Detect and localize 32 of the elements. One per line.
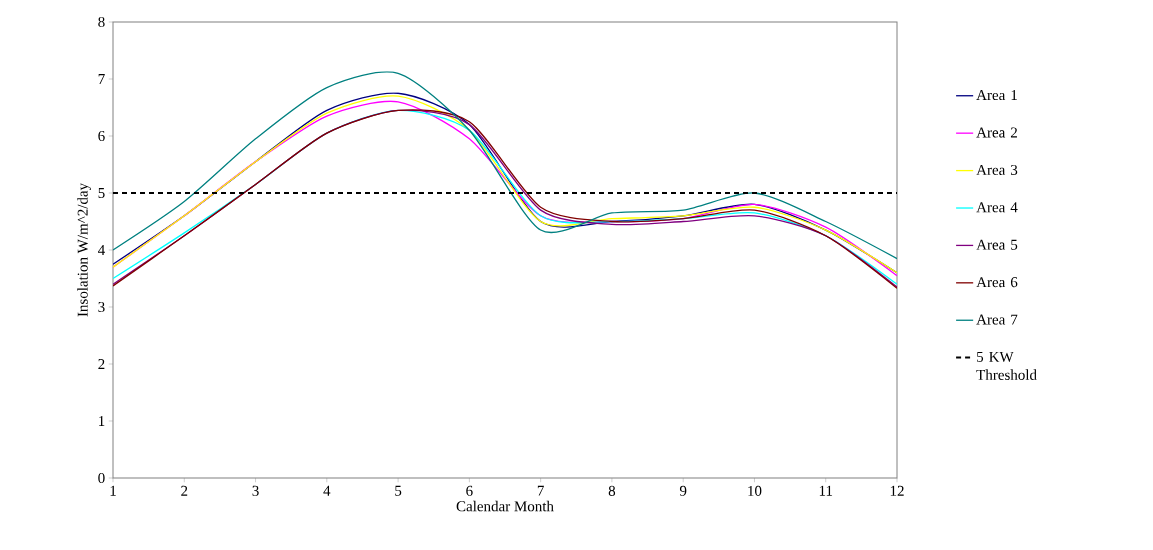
legend-label: Area 4 xyxy=(976,202,1018,213)
legend-label: Area 5 xyxy=(976,239,1018,250)
x-tick-label: 2 xyxy=(181,485,188,496)
line-series xyxy=(113,71,898,260)
x-axis-title: Calendar Month xyxy=(456,500,554,512)
x-tick-label: 10 xyxy=(748,485,762,496)
x-tick-label: 3 xyxy=(252,485,259,496)
x-tick-label: 1 xyxy=(110,485,116,496)
y-tick-label: 1 xyxy=(99,416,105,426)
x-tick-label: 12 xyxy=(890,485,904,496)
legend-label: Area 7 xyxy=(976,314,1018,325)
legend-label: Area 1 xyxy=(976,90,1017,101)
x-tick-label: 6 xyxy=(466,485,473,496)
y-tick-label: 0 xyxy=(98,472,105,484)
legend-label: Area 2 xyxy=(976,127,1017,138)
y-tick-label: 8 xyxy=(98,16,105,28)
y-tick-label: 5 xyxy=(98,188,105,198)
y-tick-label: 3 xyxy=(98,301,105,313)
x-tick-label: 8 xyxy=(608,485,616,496)
y-tick-label: 7 xyxy=(98,74,105,84)
x-tick-label: 7 xyxy=(537,485,544,496)
y-tick-label: 2 xyxy=(98,359,105,369)
legend-label: Area 6 xyxy=(976,277,1018,288)
legend-label: Area 3 xyxy=(976,164,1018,175)
y-axis-title: Insolation W/m^2/day xyxy=(77,183,91,317)
y-tick-label: 6 xyxy=(98,130,105,142)
legend-label: 5 KW Threshold xyxy=(976,351,1037,380)
x-tick-label: 4 xyxy=(323,485,331,496)
y-tick-label: 4 xyxy=(98,245,105,255)
x-tick-label: 5 xyxy=(395,485,402,496)
x-tick-label: 9 xyxy=(679,485,687,496)
x-tick-label: 11 xyxy=(819,485,833,496)
